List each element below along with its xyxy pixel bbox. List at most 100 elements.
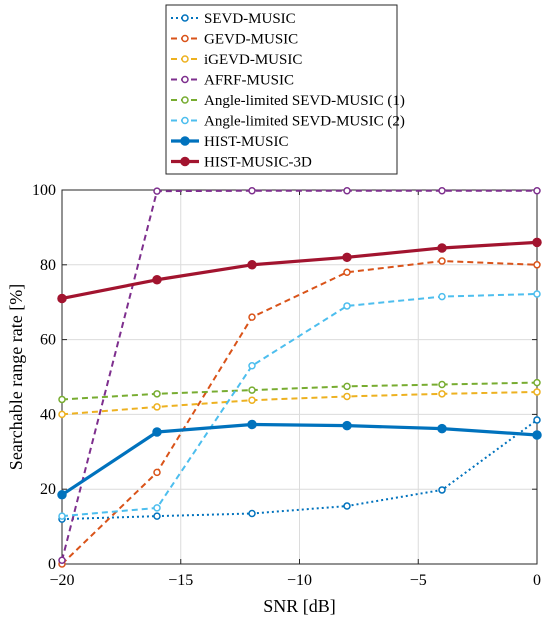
data-point (248, 386, 256, 394)
series-line (61, 419, 538, 521)
series-igevd-music (58, 388, 541, 419)
data-point (343, 382, 351, 391)
data-point (248, 362, 256, 370)
legend-marker (181, 116, 189, 125)
x-axis-label: SNR [dB] (263, 596, 336, 616)
legend-box (165, 4, 398, 175)
legend-label: Angle-limited SEVD-MUSIC (1) (204, 93, 405, 109)
data-point (343, 186, 351, 195)
data-point (532, 237, 542, 248)
data-point (533, 186, 541, 195)
data-point (58, 395, 66, 404)
legend-label: HIST-MUSIC (204, 134, 288, 150)
data-point (58, 512, 66, 520)
legend-entry: AFRF-MUSIC (171, 73, 294, 89)
data-point (153, 187, 161, 195)
legend: SEVD-MUSIC GEVD-MUSIC iGEVD-MUSIC AFRF-MUSI… (165, 4, 405, 175)
legend-entry: Angle-limited SEVD-MUSIC (2) (171, 114, 405, 130)
legend-entry: iGEVD-MUSIC (171, 52, 302, 68)
data-point (153, 390, 161, 398)
x-tick-label: −10 (287, 572, 312, 589)
axis-ticks: −20 −15 −10 −5 0 0 20 40 60 80 100 (32, 182, 541, 589)
legend-label: iGEVD-MUSIC (204, 52, 302, 68)
series-hist-music-3d (57, 237, 542, 304)
data-point (342, 420, 352, 431)
data-point (438, 257, 446, 265)
y-tick-label: 80 (40, 257, 56, 274)
series-line (61, 189, 537, 561)
data-point (153, 403, 161, 411)
series-angle-limited-sevd-music-2 (58, 290, 541, 520)
x-tick-label: 0 (533, 572, 541, 589)
x-tick-label: −20 (49, 572, 74, 589)
data-point (248, 396, 256, 404)
legend-entry: SEVD-MUSIC (171, 11, 296, 27)
data-point (58, 410, 66, 419)
series-sevd-music (58, 416, 541, 523)
legend-entry: Angle-limited SEVD-MUSIC (1) (171, 93, 405, 109)
legend-marker (181, 14, 189, 22)
data-point (58, 556, 66, 565)
series-afrf-music (58, 186, 541, 565)
legend-label: SEVD-MUSIC (204, 11, 296, 27)
y-tick-label: 20 (40, 481, 56, 498)
data-point (343, 302, 351, 310)
data-point (343, 502, 351, 510)
data-point (533, 388, 541, 396)
legend-label: HIST-MUSIC-3D (204, 155, 312, 171)
data-point (343, 392, 351, 401)
y-tick-label: 100 (32, 182, 56, 199)
legend-label: AFRF-MUSIC (204, 73, 294, 89)
data-point (533, 290, 541, 298)
legend-marker (181, 96, 189, 104)
series-hist-music (57, 419, 542, 500)
data-point (437, 423, 447, 434)
data-point (437, 243, 447, 253)
legend-marker (180, 156, 190, 167)
data-point (533, 416, 541, 424)
data-point (153, 512, 161, 520)
data-point (533, 261, 541, 269)
data-point (532, 430, 542, 440)
y-axis-label: Searchable range rate [%] (6, 284, 26, 470)
series-group (57, 186, 542, 568)
data-point (438, 380, 446, 389)
legend-label: GEVD-MUSIC (204, 32, 298, 48)
x-tick-label: −15 (168, 572, 193, 589)
data-point (153, 468, 161, 477)
data-point (248, 186, 256, 195)
legend-label: Angle-limited SEVD-MUSIC (2) (204, 114, 405, 130)
legend-marker (180, 136, 190, 146)
data-point (247, 419, 257, 430)
data-point (343, 268, 351, 277)
series-line (61, 260, 538, 565)
data-point (57, 490, 67, 500)
series-angle-limited-sevd-music-1 (58, 378, 541, 404)
legend-marker (181, 34, 189, 43)
y-tick-label: 0 (48, 556, 56, 573)
legend-entry: HIST-MUSIC (171, 134, 288, 150)
data-point (533, 378, 541, 387)
series-line (61, 240, 538, 301)
legend-entry: GEVD-MUSIC (171, 32, 298, 48)
y-tick-label: 40 (40, 406, 56, 423)
legend-marker (181, 75, 189, 84)
data-point (438, 486, 446, 494)
data-point (342, 252, 352, 263)
data-point (248, 509, 256, 518)
series-line (61, 422, 538, 497)
series-line (61, 292, 538, 518)
series-gevd-music (58, 257, 541, 568)
data-point (57, 293, 67, 304)
data-point (153, 504, 161, 512)
legend-entry: HIST-MUSIC-3D (171, 155, 312, 171)
data-point (438, 292, 446, 301)
data-point (438, 390, 446, 398)
data-point (152, 275, 162, 285)
legend-marker (181, 55, 189, 63)
data-point (248, 313, 256, 321)
data-point (152, 427, 162, 437)
x-tick-label: −5 (410, 572, 427, 589)
